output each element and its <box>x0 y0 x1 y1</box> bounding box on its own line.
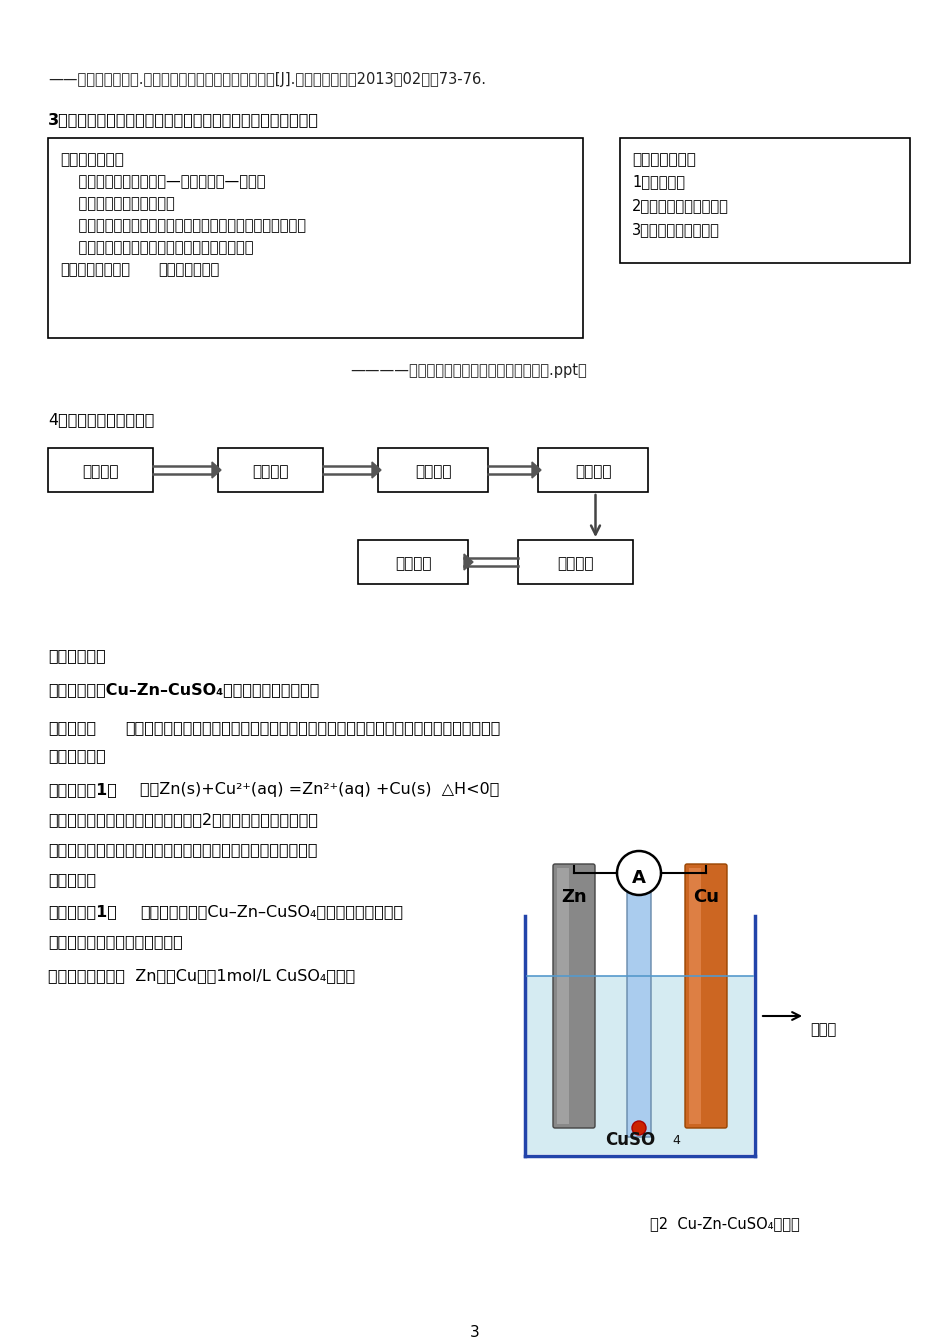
Text: CuSO: CuSO <box>605 1132 655 1149</box>
Text: 3: 3 <box>470 1325 480 1340</box>
Polygon shape <box>464 554 473 570</box>
Text: 回忆原电池的构成条件、培养系统观察和描述实验现象的能力，引出单液原电池能量转化: 回忆原电池的构成条件、培养系统观察和描述实验现象的能力，引出单液原电池能量转化 <box>125 720 501 735</box>
Circle shape <box>632 1121 646 1134</box>
FancyBboxPatch shape <box>627 875 651 1137</box>
Text: 四、教学过程: 四、教学过程 <box>48 648 105 663</box>
Text: 温度计: 温度计 <box>810 1021 836 1038</box>
Text: 4: 4 <box>672 1134 680 1146</box>
Text: 《学生实验1》: 《学生实验1》 <box>48 905 117 919</box>
Text: Zn: Zn <box>561 888 587 906</box>
FancyBboxPatch shape <box>685 864 727 1128</box>
FancyBboxPatch shape <box>538 448 648 492</box>
FancyBboxPatch shape <box>553 864 595 1128</box>
Text: 实验药品和仪器：  Zn片，Cu片，1mol/L CuSO₄溶液，: 实验药品和仪器： Zn片，Cu片，1mol/L CuSO₄溶液， <box>48 968 355 982</box>
FancyBboxPatch shape <box>689 868 701 1124</box>
Text: 运用原理去办事（解释、预测或控制变量之间的相互作用）: 运用原理去办事（解释、预测或控制变量之间的相互作用） <box>60 218 306 233</box>
Polygon shape <box>372 462 381 478</box>
Text: 复习回顾: 复习回顾 <box>83 465 119 480</box>
Text: 应方程式。: 应方程式。 <box>48 872 96 887</box>
Text: 图2  Cu-Zn-CuSO₄原电池: 图2 Cu-Zn-CuSO₄原电池 <box>650 1216 800 1231</box>
FancyBboxPatch shape <box>218 448 323 492</box>
Text: 已知Zn(s)+Cu²⁺(aq) =Zn²⁺(aq) +Cu(s)  △H<0，: 已知Zn(s)+Cu²⁺(aq) =Zn²⁺(aq) +Cu(s) △H<0， <box>140 782 500 797</box>
FancyBboxPatch shape <box>48 138 583 337</box>
Text: 探究实验: 探究实验 <box>415 465 451 480</box>
Text: 3、基于科学取向教学论的原理课教学的学习策略和教学结构：: 3、基于科学取向教学论的原理课教学的学习策略和教学结构： <box>48 112 319 126</box>
Text: ——张丙香，渕华林.化学三重表征的含义及其教学策略[J].中学教育学刊，2013（02）：73-76.: ——张丙香，渕华林.化学三重表征的含义及其教学策略[J].中学教育学刊，2013… <box>48 73 486 87</box>
Text: 率低的问题。: 率低的问题。 <box>48 749 105 763</box>
Text: ————李南萍老师《中学化学基本课型研究.ppt》: ————李南萍老师《中学化学基本课型研究.ppt》 <box>350 363 587 378</box>
Text: 4、本节内容的教学流程: 4、本节内容的教学流程 <box>48 413 154 427</box>
Text: A: A <box>632 870 646 887</box>
Text: 实验目的：通过Cu–Zn–CuSO₄原电池实验，发现单: 实验目的：通过Cu–Zn–CuSO₄原电池实验，发现单 <box>140 905 403 919</box>
Polygon shape <box>212 462 221 478</box>
Text: 3、运用原理对外办事: 3、运用原理对外办事 <box>632 222 720 237</box>
Text: 《学生活动1》: 《学生活动1》 <box>48 782 117 797</box>
Circle shape <box>617 851 661 895</box>
Text: 1、获得原理: 1、获得原理 <box>632 173 685 190</box>
FancyBboxPatch shape <box>358 540 468 585</box>
FancyBboxPatch shape <box>557 868 569 1124</box>
Text: 原理的学习方式：: 原理的学习方式： <box>60 262 130 277</box>
FancyBboxPatch shape <box>48 448 153 492</box>
Text: 用以下药品和仪器组装原电池（如图2），记录实验现象（注意: 用以下药品和仪器组装原电池（如图2），记录实验现象（注意 <box>48 812 318 827</box>
Text: Cu: Cu <box>693 888 719 906</box>
Text: 观察锅片表面、温度计读数和电流表的读数变化），写出电极反: 观察锅片表面、温度计读数和电流表的读数变化），写出电极反 <box>48 841 317 857</box>
Text: 一般教学结构：: 一般教学结构： <box>632 152 695 167</box>
Text: 应用原理: 应用原理 <box>395 556 431 571</box>
Text: 设计目的：: 设计目的： <box>48 720 96 735</box>
Polygon shape <box>532 462 541 478</box>
Text: 液原电池能量转化率低的问题。: 液原电池能量转化率低的问题。 <box>48 934 182 949</box>
Text: 辨明新原理与有关原理的关系，形成原理系统: 辨明新原理与有关原理的关系，形成原理系统 <box>60 241 254 255</box>
Text: 知道原理为什么是这样的: 知道原理为什么是这样的 <box>60 196 175 211</box>
Text: 显性教学任务：: 显性教学任务： <box>60 152 124 167</box>
Text: 知道原理是什么（如果—那么，原因—结果）: 知道原理是什么（如果—那么，原因—结果） <box>60 173 265 190</box>
Text: 2、形成运用原理的程序: 2、形成运用原理的程序 <box>632 198 729 212</box>
Text: 获得原理: 获得原理 <box>558 556 594 571</box>
Text: 环节一、组装Cu–Zn–CuSO₄单液电池并进行实验。: 环节一、组装Cu–Zn–CuSO₄单液电池并进行实验。 <box>48 681 319 698</box>
FancyBboxPatch shape <box>378 448 488 492</box>
Text: 例规法、规例法: 例规法、规例法 <box>158 262 219 277</box>
FancyBboxPatch shape <box>518 540 633 585</box>
Text: 修正方案: 修正方案 <box>575 465 611 480</box>
Text: 设计实验: 设计实验 <box>253 465 289 480</box>
FancyBboxPatch shape <box>527 976 753 1154</box>
FancyBboxPatch shape <box>620 138 910 263</box>
